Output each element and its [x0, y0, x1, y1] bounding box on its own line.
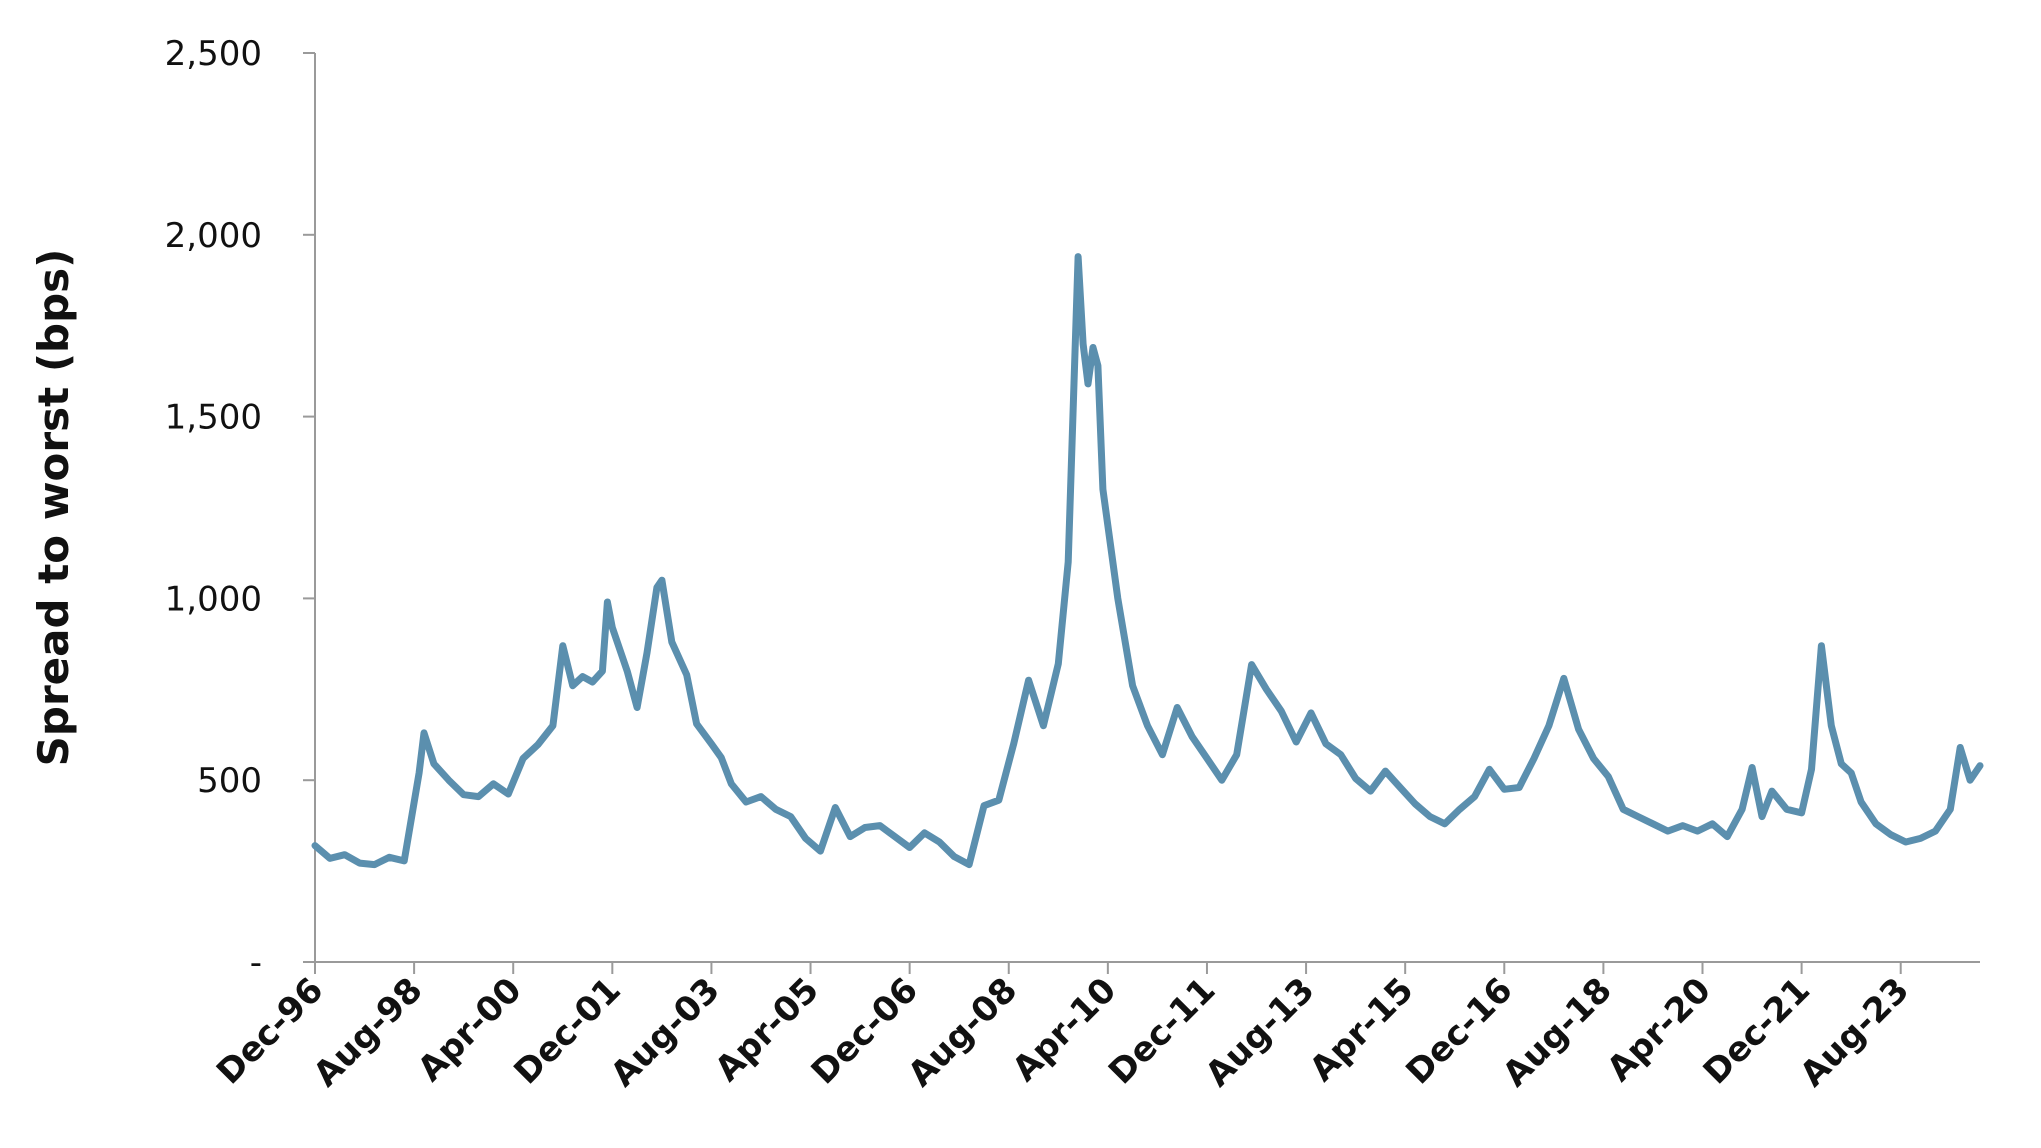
series-line-0 — [311, 253, 1984, 869]
x-tick-label: Aug-03 — [603, 970, 728, 1095]
y-tick-label: 1,500 — [165, 398, 262, 438]
x-tick-label: Apr-20 — [1599, 970, 1718, 1089]
x-tick-label: Aug-98 — [306, 970, 431, 1095]
x-tick-label: Aug-23 — [1792, 970, 1917, 1095]
x-tick-label: Aug-13 — [1198, 970, 1323, 1095]
y-tick-label: 1,000 — [165, 579, 262, 619]
y-tick-label: 500 — [197, 761, 262, 801]
x-tick-label: Apr-15 — [1302, 970, 1421, 1089]
series-group — [311, 253, 1984, 869]
y-axis-title: Spread to worst (bps) — [29, 249, 78, 767]
x-tick-label: Apr-10 — [1005, 970, 1124, 1089]
x-axis: Dec-96Aug-98Apr-00Dec-01Aug-03Apr-05Dec-… — [209, 961, 1980, 1095]
x-tick-label: Aug-18 — [1495, 970, 1620, 1095]
y-tick-label: 2,500 — [165, 34, 262, 74]
x-tick-label: Apr-00 — [410, 970, 529, 1089]
x-tick-label: Apr-05 — [707, 970, 826, 1089]
y-axis: - 500 1,000 1,500 2,000 2,500 — [165, 34, 316, 983]
y-tick-label: 2,000 — [165, 216, 262, 256]
y-tick-label: - — [250, 943, 262, 983]
x-tick-label: Aug-08 — [900, 970, 1025, 1095]
